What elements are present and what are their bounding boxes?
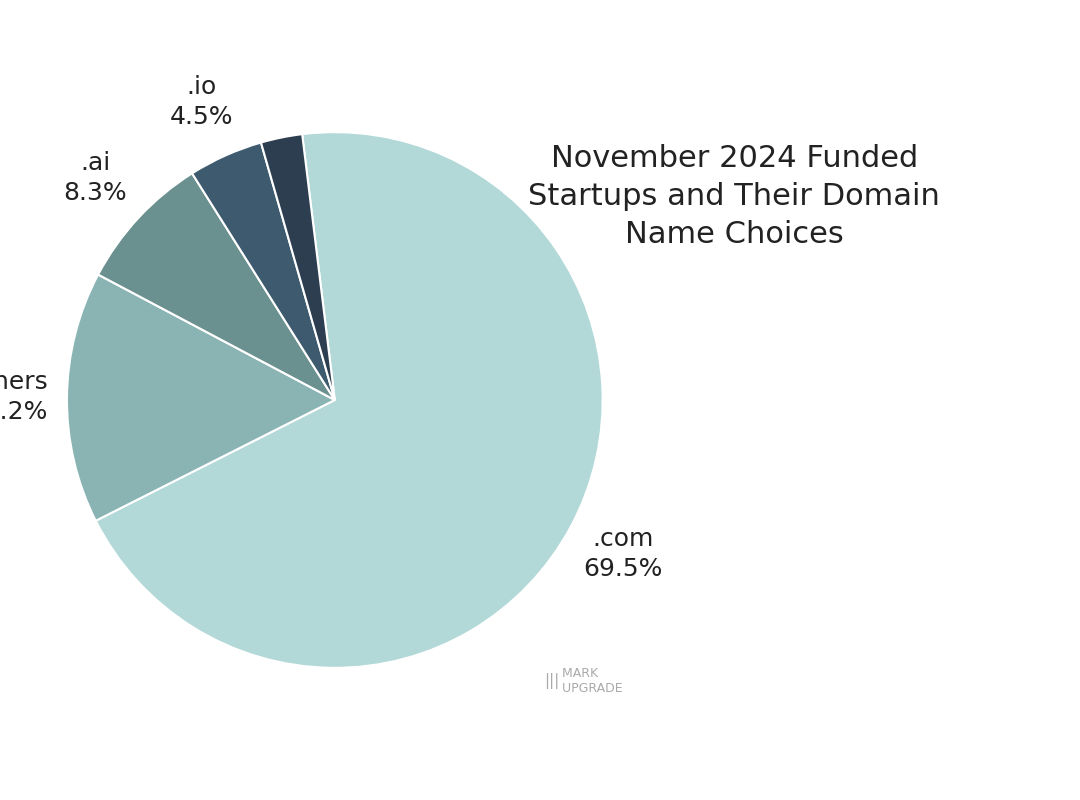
Text: others
15.2%: others 15.2% (0, 370, 48, 424)
Text: .io
4.5%: .io 4.5% (170, 75, 233, 129)
Wedge shape (261, 134, 335, 400)
Text: .com
69.5%: .com 69.5% (583, 527, 663, 581)
Text: MARK
  UPGRADE: MARK UPGRADE (554, 667, 623, 695)
Text: November 2024 Funded
Startups and Their Domain
Name Choices: November 2024 Funded Startups and Their … (528, 144, 941, 250)
Text: .ai
8.3%: .ai 8.3% (64, 151, 127, 205)
Text: |||: ||| (543, 674, 559, 690)
Wedge shape (96, 132, 603, 668)
Wedge shape (67, 274, 335, 521)
Wedge shape (192, 142, 335, 400)
Wedge shape (98, 174, 335, 400)
